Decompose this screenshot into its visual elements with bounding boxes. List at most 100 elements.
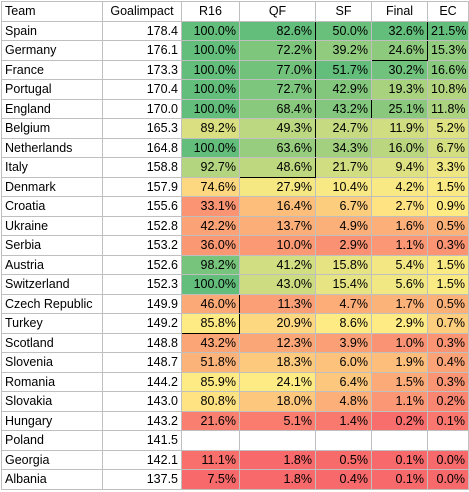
team-cell: England — [1, 98, 103, 119]
r16-cell: 100.0% — [181, 274, 240, 295]
final-cell: 1.6% — [371, 215, 428, 236]
table-row: Slovakia 143.0 80.8% 18.0% 4.8% 1.1% 0.2% — [1, 391, 469, 412]
final-cell: 1.0% — [371, 332, 428, 353]
sf-cell: 4.7% — [315, 293, 372, 314]
r16-cell: 46.0% — [181, 293, 240, 314]
header-goalimpact: Goalimpact — [102, 1, 182, 22]
ec-cell: 1.5% — [427, 254, 469, 275]
sf-cell: 10.4% — [315, 176, 372, 197]
goalimpact-cell: 143.2 — [102, 410, 182, 431]
r16-cell: 85.8% — [181, 313, 240, 334]
table-row: Netherlands 164.8 100.0% 63.6% 34.3% 16.0% 6.7… — [1, 137, 469, 158]
ec-cell: 0.5% — [427, 293, 469, 314]
r16-cell: 21.6% — [181, 410, 240, 431]
team-cell: Serbia — [1, 235, 103, 256]
sf-cell: 15.4% — [315, 274, 372, 295]
ec-cell: 0.0% — [427, 469, 469, 490]
final-cell: 0.2% — [371, 410, 428, 431]
sf-cell: 6.0% — [315, 352, 372, 373]
sf-cell: 0.4% — [315, 469, 372, 490]
team-cell: Romania — [1, 371, 103, 392]
header-final: Final — [371, 1, 428, 22]
goalimpact-cell: 152.3 — [102, 274, 182, 295]
ec-cell — [427, 430, 469, 451]
qf-cell: 13.7% — [239, 215, 316, 236]
sf-cell: 2.9% — [315, 235, 372, 256]
table-row: Czech Republic 149.9 46.0% 11.3% 4.7% 1.7% 0.5… — [1, 293, 469, 314]
r16-cell: 100.0% — [181, 98, 240, 119]
final-cell: 2.7% — [371, 196, 428, 217]
qf-cell: 63.6% — [239, 137, 316, 158]
qf-cell: 5.1% — [239, 410, 316, 431]
ec-cell: 0.4% — [427, 352, 469, 373]
team-cell: Denmark — [1, 176, 103, 197]
header-row: Team Goalimpact R16 QF SF Final EC — [1, 1, 469, 22]
header-qf: QF — [239, 1, 316, 22]
goalimpact-cell: 142.1 — [102, 449, 182, 470]
ec-cell: 3.3% — [427, 157, 469, 178]
table-row: Hungary 143.2 21.6% 5.1% 1.4% 0.2% 0.1% — [1, 410, 469, 431]
final-cell: 9.4% — [371, 157, 428, 178]
team-cell: Spain — [1, 20, 103, 41]
table-row: Spain 178.4 100.0% 82.6% 50.0% 32.6% 21.5% — [1, 20, 469, 41]
table-row: Turkey 149.2 85.8% 20.9% 8.6% 2.9% 0.7% — [1, 313, 469, 334]
final-cell: 4.2% — [371, 176, 428, 197]
qf-cell: 77.0% — [239, 59, 316, 80]
goalimpact-cell: 152.8 — [102, 215, 182, 236]
table-row: Ukraine 152.8 42.2% 13.7% 4.9% 1.6% 0.5% — [1, 215, 469, 236]
final-cell: 1.7% — [371, 293, 428, 314]
team-cell: Turkey — [1, 313, 103, 334]
qf-cell: 10.0% — [239, 235, 316, 256]
r16-cell: 11.1% — [181, 449, 240, 470]
team-cell: Slovakia — [1, 391, 103, 412]
sf-cell: 6.4% — [315, 371, 372, 392]
team-cell: Belgium — [1, 118, 103, 139]
final-cell: 0.1% — [371, 469, 428, 490]
final-cell: 24.6% — [371, 40, 428, 61]
table-row: Portugal 170.4 100.0% 72.7% 42.9% 19.3% 10.8% — [1, 79, 469, 100]
header-r16: R16 — [181, 1, 240, 22]
ec-cell: 10.8% — [427, 79, 469, 100]
qf-cell: 16.4% — [239, 196, 316, 217]
sf-cell: 4.9% — [315, 215, 372, 236]
team-cell: Scotland — [1, 332, 103, 353]
sf-cell: 0.5% — [315, 449, 372, 470]
sf-cell: 34.3% — [315, 137, 372, 158]
sf-cell: 15.8% — [315, 254, 372, 275]
ec-cell: 0.9% — [427, 196, 469, 217]
team-cell: Poland — [1, 430, 103, 451]
table-row: Denmark 157.9 74.6% 27.9% 10.4% 4.2% 1.5% — [1, 176, 469, 197]
qf-cell: 12.3% — [239, 332, 316, 353]
qf-cell — [239, 430, 316, 451]
goalimpact-cell: 158.8 — [102, 157, 182, 178]
team-cell: France — [1, 59, 103, 80]
qf-cell: 18.0% — [239, 391, 316, 412]
table-row: Albania 137.5 7.5% 1.8% 0.4% 0.1% 0.0% — [1, 469, 469, 490]
team-cell: Croatia — [1, 196, 103, 217]
goalimpact-cell: 143.0 — [102, 391, 182, 412]
ec-cell: 16.6% — [427, 59, 469, 80]
sf-cell: 51.7% — [315, 59, 372, 80]
sf-cell: 3.9% — [315, 332, 372, 353]
goalimpact-cell: 157.9 — [102, 176, 182, 197]
final-cell: 0.1% — [371, 449, 428, 470]
ec-cell: 11.8% — [427, 98, 469, 119]
final-cell: 25.1% — [371, 98, 428, 119]
team-cell: Hungary — [1, 410, 103, 431]
table-row: Germany 176.1 100.0% 72.2% 39.2% 24.6% 15.3% — [1, 40, 469, 61]
qf-cell: 18.3% — [239, 352, 316, 373]
r16-cell: 42.2% — [181, 215, 240, 236]
r16-cell: 36.0% — [181, 235, 240, 256]
goalimpact-cell: 176.1 — [102, 40, 182, 61]
r16-cell: 100.0% — [181, 59, 240, 80]
team-cell: Netherlands — [1, 137, 103, 158]
r16-cell: 92.7% — [181, 157, 240, 178]
final-cell: 5.6% — [371, 274, 428, 295]
qf-cell: 43.0% — [239, 274, 316, 295]
ec-cell: 0.7% — [427, 313, 469, 334]
table-row: Slovenia 148.7 51.8% 18.3% 6.0% 1.9% 0.4% — [1, 352, 469, 373]
goalimpact-cell: 149.2 — [102, 313, 182, 334]
team-cell: Portugal — [1, 79, 103, 100]
final-cell: 1.5% — [371, 371, 428, 392]
goalimpact-cell: 152.6 — [102, 254, 182, 275]
